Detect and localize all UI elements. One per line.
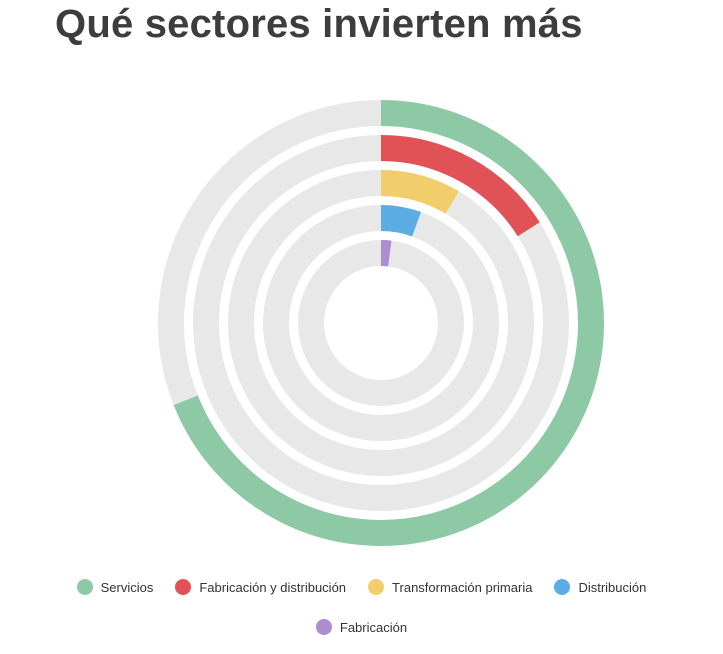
legend-swatch — [175, 579, 192, 595]
radial-bar-5[interactable] — [380, 239, 392, 267]
legend-swatch — [315, 619, 332, 635]
radial-bar-chart — [158, 100, 604, 546]
legend-item-fabricacion[interactable]: Fabricación — [315, 619, 408, 635]
legend-swatch — [554, 579, 571, 595]
ring-track — [298, 240, 464, 406]
legend-label: Fabricación y distribución — [199, 579, 347, 595]
legend-row: Fabricación — [0, 614, 723, 640]
legend: Servicios Fabricación y distribución Tra… — [0, 574, 723, 654]
legend-item-servicios[interactable]: Servicios — [76, 579, 154, 595]
legend-label: Distribución — [578, 579, 647, 595]
radial-bar-4[interactable] — [380, 205, 421, 237]
legend-label: Servicios — [100, 579, 154, 595]
legend-label: Transformación primaria — [392, 579, 533, 595]
radial-bar-1[interactable] — [173, 100, 604, 546]
legend-item-fabricacion-distribucion[interactable]: Fabricación y distribución — [175, 579, 346, 595]
legend-item-transformacion-primaria[interactable]: Transformación primaria — [368, 579, 532, 595]
legend-swatch — [76, 579, 93, 595]
legend-item-distribucion[interactable]: Distribución — [554, 579, 646, 595]
radial-bar-3[interactable] — [380, 170, 459, 214]
legend-swatch — [368, 579, 385, 595]
radial-bar-2[interactable] — [380, 135, 540, 237]
chart-title: Qué sectores invierten más — [55, 2, 583, 46]
legend-label: Fabricación — [339, 619, 408, 635]
legend-row: Servicios Fabricación y distribución Tra… — [0, 574, 723, 600]
